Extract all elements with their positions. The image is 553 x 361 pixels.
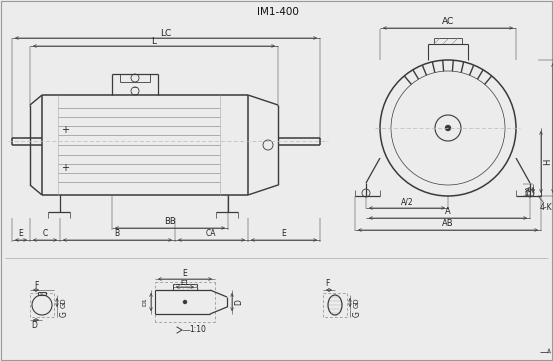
Text: E: E [19,229,23,238]
Text: +: + [61,163,69,173]
Text: 1:10: 1:10 [190,326,206,335]
Text: E1: E1 [181,280,190,286]
Text: GD: GD [61,298,67,308]
Text: F: F [34,280,38,290]
Text: +: + [61,125,69,135]
Text: HA: HA [525,185,531,195]
Text: F: F [325,279,329,288]
Text: G: G [352,311,362,317]
Text: C: C [43,229,48,238]
Text: LC: LC [160,29,171,38]
Text: AC: AC [442,17,454,26]
Text: D: D [234,299,243,305]
Text: G: G [60,311,69,317]
Text: E: E [182,269,187,278]
Text: 4-K: 4-K [540,204,552,213]
Text: AB: AB [442,219,454,229]
Text: B: B [114,229,119,238]
Text: BB: BB [164,217,176,226]
Text: CA: CA [206,229,216,238]
Circle shape [446,126,451,130]
Text: D: D [31,322,37,331]
Text: A/2: A/2 [401,197,413,206]
Text: E: E [281,229,286,238]
Text: L: L [152,36,156,45]
Text: H: H [544,159,552,165]
Text: D1: D1 [143,297,148,306]
Circle shape [184,300,186,304]
Text: A: A [445,208,451,217]
Text: IM1-400: IM1-400 [257,7,299,17]
Text: GD: GD [354,298,360,308]
